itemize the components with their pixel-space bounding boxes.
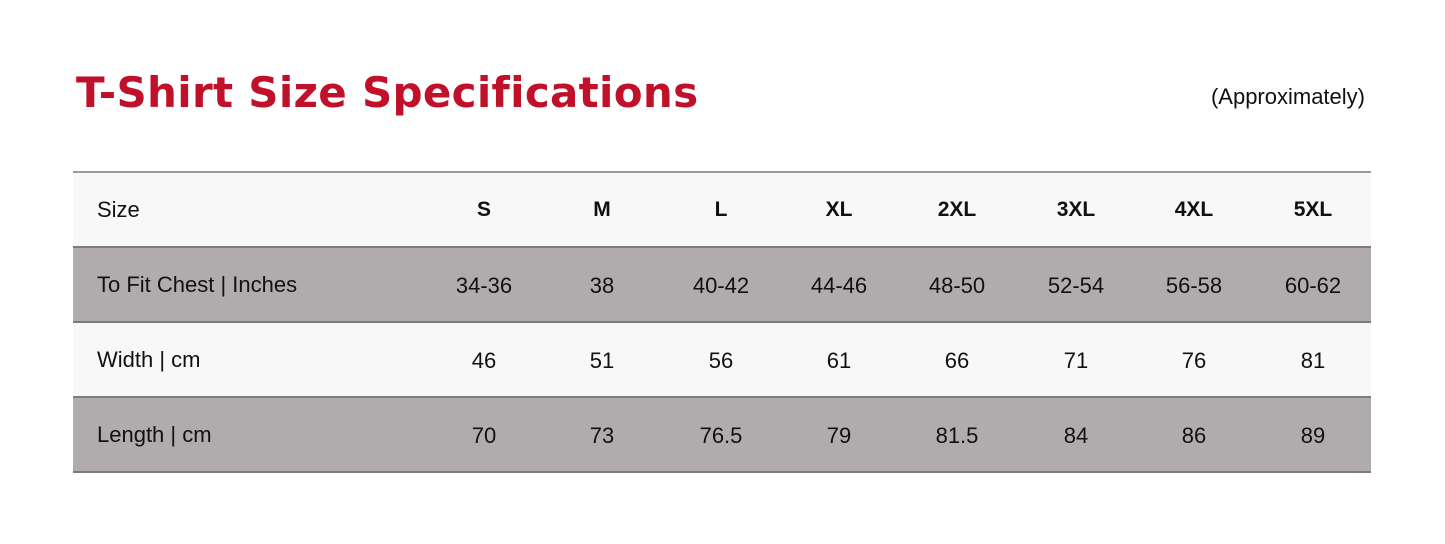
table-cell: 81 [1300,348,1326,373]
table-cell: 51 [589,348,615,373]
row-label: To Fit Chest | Inches [97,272,298,297]
table-cell: 46 [471,348,497,373]
table-cell: 79 [826,423,852,448]
table-cell: 56 [708,348,734,373]
table-cell: L [714,198,728,221]
table-cell: 44-46 [810,273,868,298]
table-cell: 61 [826,348,852,373]
table-cell: 52-54 [1047,273,1105,298]
table-cell: 38 [589,273,615,298]
table-cell: 40-42 [692,273,750,298]
table-cell: 71 [1063,348,1089,373]
approximate-note: (Approximately) [1210,84,1365,109]
table-cell: 4XL [1174,198,1214,221]
table-cell: S [476,198,491,221]
table-cell: 56-58 [1165,273,1223,298]
table-cell: 86 [1181,423,1207,448]
header-row: Size S M L XL 2XL 3XL 4XL 5XL [73,173,1371,248]
table-cell: 2XL [937,198,977,221]
row-label: Size [97,197,140,222]
table-row: Width | cm 46 51 56 61 66 71 76 81 [73,323,1371,398]
size-table: Size S M L XL 2XL 3XL 4XL 5XL To Fit Chest | Inch… [73,171,1371,473]
table-cell: 60-62 [1284,273,1342,298]
table-cell: 34-36 [455,273,513,298]
table-row: To Fit Chest | Inches 34-36 38 40-42 44-46 48… [73,248,1371,323]
page-title: T-Shirt Size Specifications [76,68,699,117]
row-label: Length | cm [97,422,212,447]
table-cell: 89 [1300,423,1326,448]
table-cell: 5XL [1293,198,1333,221]
table-cell: 70 [471,423,497,448]
table-cell: 3XL [1056,198,1096,221]
table-cell: 81.5 [935,423,979,448]
table-cell: 73 [589,423,615,448]
table-row: Length | cm 70 73 76.5 79 81.5 84 86 89 [73,398,1371,473]
table-cell: 76.5 [699,423,743,448]
row-label: Width | cm [97,347,201,372]
table-cell: 66 [944,348,970,373]
table-cell: XL [825,198,853,221]
table-cell: 76 [1181,348,1207,373]
table-cell: M [593,198,611,221]
table-cell: 84 [1063,423,1089,448]
table-cell: 48-50 [928,273,986,298]
